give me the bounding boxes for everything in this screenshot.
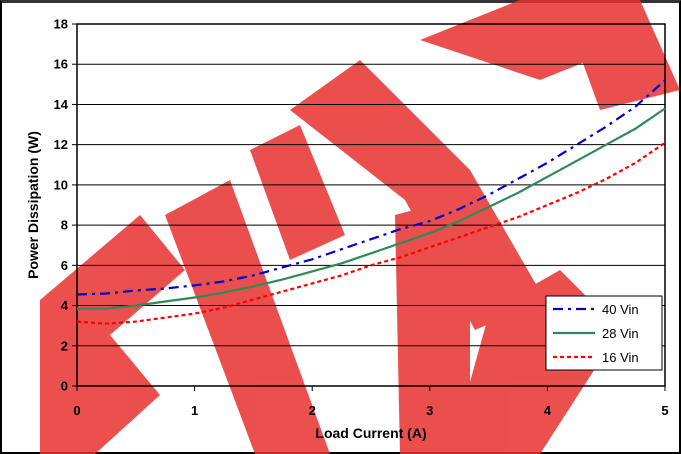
y-tick-label: 10 [54, 177, 68, 192]
x-tick-label: 3 [426, 403, 433, 418]
x-tick-label: 5 [661, 403, 668, 418]
watermark [40, 0, 680, 454]
series-line-40-vin [76, 79, 666, 296]
watermark-shape [290, 60, 545, 330]
legend: 40 Vin 28 Vin 16 Vin [545, 295, 663, 371]
x-tick-label: 4 [544, 403, 552, 418]
watermark-shape [560, 0, 680, 110]
y-tick-label: 0 [61, 379, 68, 394]
watermark-shape [395, 195, 470, 454]
y-tick-label: 6 [61, 258, 68, 273]
x-tick-label: 1 [191, 403, 198, 418]
y-tick-label: 16 [54, 57, 68, 72]
series-lines [76, 79, 666, 325]
y-axis-title: Power Dissipation (W) [25, 131, 41, 279]
y-tick-label: 2 [61, 338, 68, 353]
y-tick-label: 12 [54, 137, 68, 152]
watermark-shape [40, 215, 185, 454]
watermark-shape [250, 125, 345, 260]
plot-area [76, 23, 666, 387]
x-axis-title: Load Current (A) [315, 425, 426, 441]
x-axis-ticks: 0 1 2 3 4 5 [73, 386, 669, 418]
y-tick-label: 8 [61, 218, 68, 233]
y-tick-label: 14 [54, 97, 69, 112]
legend-label: 16 Vin [602, 350, 639, 365]
x-tick-label: 0 [73, 403, 80, 418]
legend-label: 40 Vin [602, 302, 639, 317]
legend-label: 28 Vin [602, 326, 639, 341]
y-axis-ticks: 0 2 4 6 8 10 12 14 16 18 [54, 17, 77, 394]
x-tick-label: 2 [309, 403, 316, 418]
series-line-28-vin [77, 107, 666, 310]
series-line-16-vin [76, 141, 666, 325]
y-tick-label: 4 [61, 298, 69, 313]
y-tick-label: 18 [54, 17, 68, 32]
